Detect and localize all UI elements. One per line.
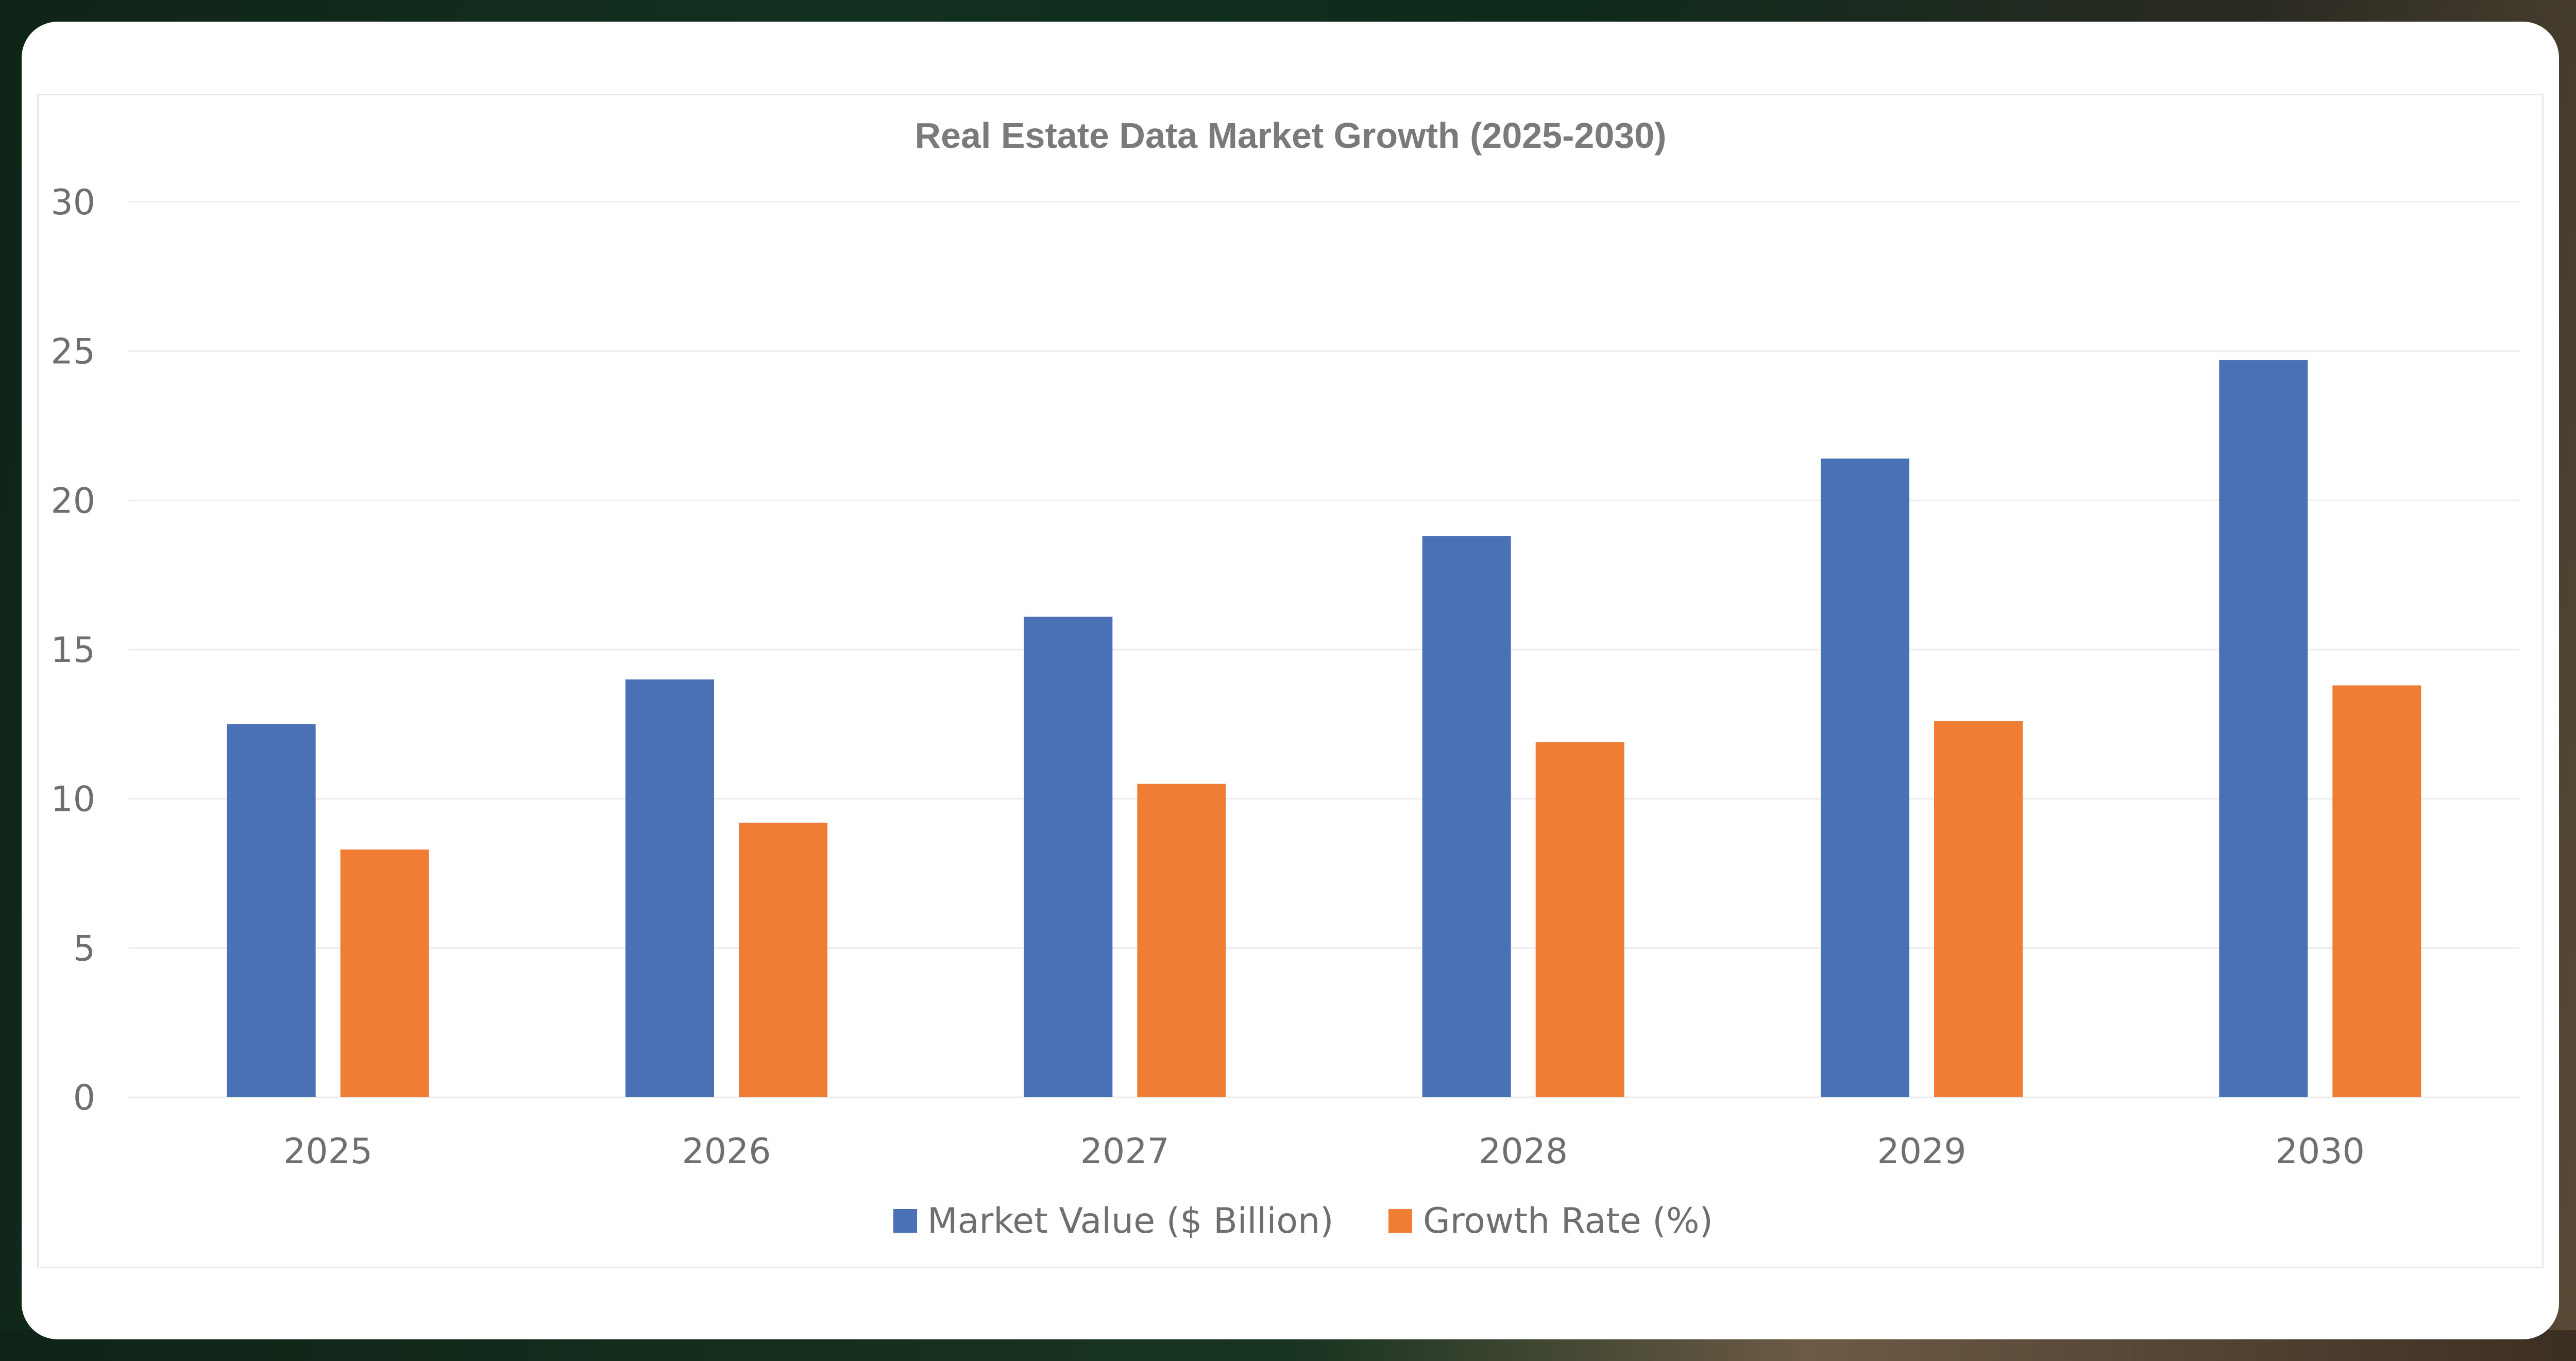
legend-swatch [1388,1209,1412,1233]
legend-swatch [893,1209,917,1233]
y-tick-label: 5 [73,928,95,969]
x-axis-ticks: 2025 2026 2027 2028 2029 2030 [283,1131,2365,1172]
bar-growth-rate-2025 [340,849,429,1097]
bar-market-value-2030 [2219,360,2308,1098]
bar-market-value-2029 [1821,458,1909,1097]
legend-label: Market Value ($ Billion) [927,1201,1334,1241]
y-axis-ticks: 0 5 10 15 20 25 30 [50,182,95,1118]
chart-card [22,22,2559,1339]
legend-label: Growth Rate (%) [1423,1201,1713,1241]
bar-growth-rate-2029 [1934,721,2023,1097]
bar-market-value-2025 [227,724,316,1097]
bar-growth-rate-2030 [2332,685,2421,1097]
y-tick-label: 30 [50,182,95,223]
y-tick-label: 25 [50,332,95,372]
bar-growth-rate-2027 [1137,784,1226,1097]
chart-title: Real Estate Data Market Growth (2025-203… [915,115,1667,156]
bar-growth-rate-2028 [1535,742,1624,1097]
bar-market-value-2026 [625,679,714,1097]
x-tick-label: 2028 [1479,1131,1568,1172]
x-tick-label: 2027 [1080,1131,1170,1172]
y-tick-label: 10 [50,779,95,820]
bar-market-value-2027 [1024,617,1113,1097]
bar-growth-rate-2026 [739,823,827,1097]
bar-market-value-2028 [1422,536,1511,1097]
y-tick-label: 15 [50,630,95,671]
bars [227,360,2421,1098]
x-tick-label: 2030 [2276,1131,2365,1172]
x-tick-label: 2026 [682,1131,771,1172]
y-tick-label: 0 [73,1078,95,1118]
legend: Market Value ($ Billion) Growth Rate (%) [893,1201,1713,1241]
gridlines [129,201,2519,1098]
x-tick-label: 2025 [283,1131,372,1172]
x-tick-label: 2029 [1877,1131,1966,1172]
y-tick-label: 20 [50,481,95,521]
chart-frame [37,94,2544,1268]
